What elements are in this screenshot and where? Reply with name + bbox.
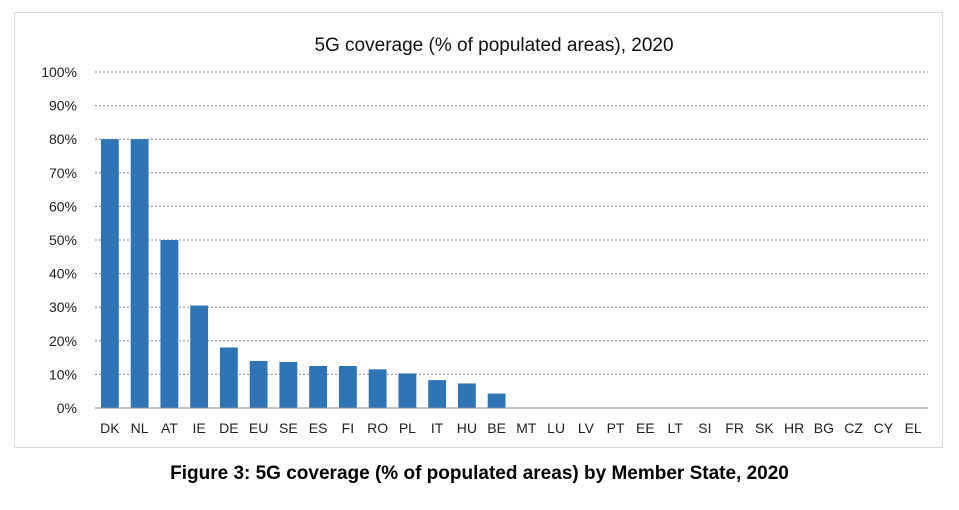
x-tick-label: LV	[578, 420, 595, 436]
x-tick-label: PT	[607, 420, 625, 436]
y-tick-label: 90%	[49, 98, 77, 114]
x-tick-label: HR	[784, 420, 804, 436]
y-tick-label: 100%	[41, 64, 77, 80]
x-tick-label: SE	[279, 420, 298, 436]
y-tick-label: 40%	[49, 266, 77, 282]
bar-be	[487, 393, 506, 408]
bars	[100, 139, 506, 408]
x-tick-label: AT	[161, 420, 178, 436]
x-tick-label: IE	[193, 420, 206, 436]
y-tick-label: 0%	[57, 400, 77, 416]
x-tick-label: CZ	[844, 420, 863, 436]
x-tick-label: DE	[219, 420, 238, 436]
chart-title: 5G coverage (% of populated areas), 2020	[314, 35, 673, 56]
bar-se	[279, 361, 298, 408]
y-tick-label: 50%	[49, 232, 77, 248]
x-tick-label: FR	[725, 420, 744, 436]
y-tick-label: 70%	[49, 165, 77, 181]
y-tick-label: 80%	[49, 131, 77, 147]
x-tick-label: PL	[399, 420, 416, 436]
x-tick-label: EE	[636, 420, 655, 436]
x-tick-label: SK	[755, 420, 774, 436]
x-tick-label: LU	[547, 420, 565, 436]
y-tick-label: 30%	[49, 299, 77, 315]
x-axis-tick-labels: DK NL AT IE DE EU SE ES FI RO PL IT HU BE MT LU LV PT EE LT…	[100, 420, 922, 436]
chart-container: 5G coverage (% of populated areas), 2020…	[14, 12, 943, 448]
figure-caption: Figure 3: 5G coverage (% of populated ar…	[170, 463, 789, 484]
x-tick-label: BE	[487, 420, 506, 436]
bar-dk	[100, 139, 119, 408]
x-tick-label: RO	[367, 420, 388, 436]
x-tick-label: FI	[342, 420, 354, 436]
x-tick-label: MT	[516, 420, 537, 436]
x-tick-label: BG	[814, 420, 834, 436]
y-tick-label: 60%	[49, 198, 77, 214]
bar-eu	[249, 360, 268, 408]
bar-at	[160, 240, 179, 408]
x-tick-label: SI	[698, 420, 711, 436]
x-tick-label: HU	[457, 420, 477, 436]
y-axis-tick-labels: 0% 10% 20% 30% 40% 50% 60% 70% 80% 90% 100%	[41, 64, 77, 416]
x-tick-label: LT	[667, 420, 683, 436]
bar-hu	[457, 383, 476, 408]
x-tick-label: NL	[131, 420, 149, 436]
bar-ie	[190, 305, 209, 408]
x-tick-label: DK	[100, 420, 120, 436]
bar-de	[219, 347, 238, 408]
bar-fi	[338, 366, 357, 408]
bar-nl	[130, 139, 149, 408]
y-tick-label: 10%	[49, 366, 77, 382]
gridlines	[95, 71, 928, 375]
x-tick-label: IT	[431, 420, 444, 436]
bar-chart: 5G coverage (% of populated areas), 2020…	[41, 35, 928, 436]
x-tick-label: ES	[309, 420, 328, 436]
x-tick-label: EU	[249, 420, 268, 436]
x-tick-label: CY	[874, 420, 894, 436]
x-tick-label: EL	[905, 420, 922, 436]
bar-pl	[398, 373, 417, 408]
bar-es	[309, 366, 328, 408]
y-tick-label: 20%	[49, 333, 77, 349]
bar-ro	[368, 369, 387, 408]
bar-it	[428, 380, 447, 408]
